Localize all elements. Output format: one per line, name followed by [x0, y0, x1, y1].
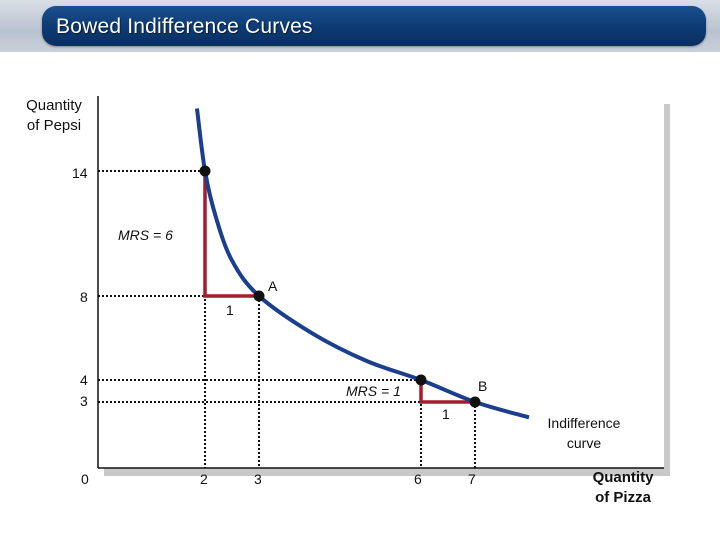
curve-label-line1: Indifference	[547, 415, 621, 431]
run-label-upper: 1	[226, 302, 234, 318]
data-point	[199, 165, 211, 177]
data-point	[415, 374, 427, 386]
point-label-a: A	[268, 278, 278, 294]
curve-label-line2: curve	[566, 435, 602, 451]
x-axis-title: Quantity of Pizza	[578, 468, 668, 508]
guide-lines	[98, 170, 476, 468]
x-tick-label: 7	[468, 471, 476, 487]
data-point	[253, 290, 265, 302]
x-tick-label: 2	[200, 471, 208, 487]
y-axis-title-line1: Quantity	[26, 97, 82, 114]
title-bar: Bowed Indifference Curves	[0, 0, 720, 52]
y-axis-title: Quantity of Pepsi	[14, 96, 94, 136]
plot-area	[98, 96, 664, 468]
mrs-triangles	[203, 171, 475, 404]
data-point	[469, 396, 481, 408]
mrs-annotation-upper: MRS = 6	[118, 227, 173, 243]
mrs-triangle	[419, 380, 475, 404]
y-tick-label: 4	[80, 372, 88, 388]
x-tick-label: 0	[81, 471, 89, 487]
x-tick-label: 6	[414, 471, 422, 487]
y-tick-label: 3	[80, 393, 88, 409]
y-tick-label: 14	[72, 165, 88, 181]
mrs-annotation-lower: MRS = 1	[346, 383, 401, 399]
page-title: Bowed Indifference Curves	[56, 15, 313, 38]
mrs-triangle	[203, 171, 259, 298]
point-label-b: B	[478, 378, 488, 394]
title-tab: Bowed Indifference Curves	[42, 6, 706, 46]
x-axis-title-line1: Quantity	[592, 469, 654, 486]
curve-label: Indifference curve	[536, 413, 632, 453]
point-markers	[199, 165, 481, 408]
x-axis-title-line2: of Pizza	[595, 489, 651, 506]
indifference-curve	[194, 108, 530, 420]
run-label-lower: 1	[442, 406, 450, 422]
x-tick-label: 3	[254, 471, 262, 487]
y-axis-title-line2: of Pepsi	[26, 117, 82, 134]
y-tick-label: 8	[80, 289, 88, 305]
